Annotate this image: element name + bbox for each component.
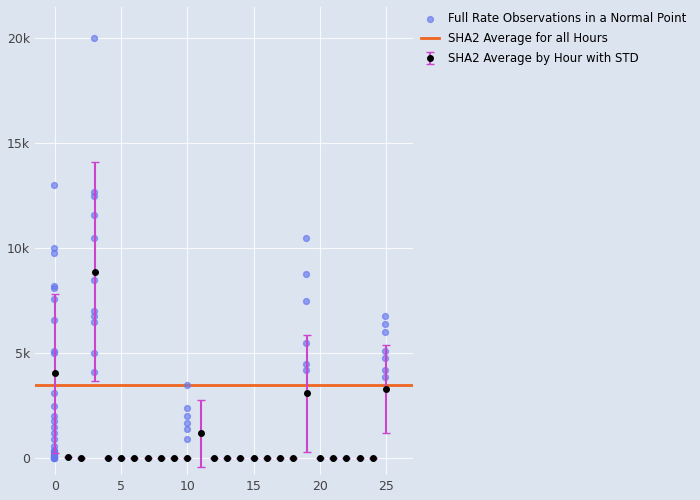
Full Rate Observations in a Normal Point: [48, 182, 60, 190]
SHA2 Average for all Hours: [64, 382, 72, 388]
Full Rate Observations in a Normal Point: [48, 244, 60, 252]
Full Rate Observations in a Normal Point: [380, 366, 391, 374]
Full Rate Observations in a Normal Point: [48, 284, 60, 292]
Full Rate Observations in a Normal Point: [48, 453, 60, 461]
Full Rate Observations in a Normal Point: [48, 316, 60, 324]
Full Rate Observations in a Normal Point: [88, 276, 99, 284]
Full Rate Observations in a Normal Point: [300, 270, 312, 278]
Full Rate Observations in a Normal Point: [48, 348, 60, 356]
Full Rate Observations in a Normal Point: [48, 248, 60, 256]
Full Rate Observations in a Normal Point: [300, 297, 312, 305]
Legend: Full Rate Observations in a Normal Point, SHA2 Average for all Hours, SHA2 Avera: Full Rate Observations in a Normal Point…: [416, 7, 692, 70]
Full Rate Observations in a Normal Point: [48, 423, 60, 431]
Full Rate Observations in a Normal Point: [88, 312, 99, 320]
Full Rate Observations in a Normal Point: [380, 328, 391, 336]
Full Rate Observations in a Normal Point: [88, 211, 99, 219]
Full Rate Observations in a Normal Point: [48, 442, 60, 450]
Full Rate Observations in a Normal Point: [48, 454, 60, 462]
Full Rate Observations in a Normal Point: [48, 452, 60, 460]
Full Rate Observations in a Normal Point: [48, 452, 60, 460]
Full Rate Observations in a Normal Point: [48, 436, 60, 444]
Full Rate Observations in a Normal Point: [48, 429, 60, 437]
Full Rate Observations in a Normal Point: [48, 449, 60, 457]
Full Rate Observations in a Normal Point: [88, 368, 99, 376]
Full Rate Observations in a Normal Point: [48, 450, 60, 458]
Full Rate Observations in a Normal Point: [48, 448, 60, 456]
Full Rate Observations in a Normal Point: [182, 412, 193, 420]
Full Rate Observations in a Normal Point: [48, 282, 60, 290]
Full Rate Observations in a Normal Point: [48, 446, 60, 454]
Full Rate Observations in a Normal Point: [88, 188, 99, 196]
Full Rate Observations in a Normal Point: [48, 454, 60, 462]
Full Rate Observations in a Normal Point: [182, 404, 193, 412]
Full Rate Observations in a Normal Point: [48, 295, 60, 303]
Full Rate Observations in a Normal Point: [48, 412, 60, 420]
Full Rate Observations in a Normal Point: [48, 402, 60, 410]
Full Rate Observations in a Normal Point: [380, 354, 391, 362]
Full Rate Observations in a Normal Point: [48, 390, 60, 398]
Full Rate Observations in a Normal Point: [88, 318, 99, 326]
Full Rate Observations in a Normal Point: [48, 416, 60, 424]
Full Rate Observations in a Normal Point: [88, 308, 99, 316]
Full Rate Observations in a Normal Point: [300, 366, 312, 374]
Full Rate Observations in a Normal Point: [300, 234, 312, 242]
Full Rate Observations in a Normal Point: [380, 372, 391, 380]
Full Rate Observations in a Normal Point: [182, 436, 193, 444]
Full Rate Observations in a Normal Point: [300, 360, 312, 368]
SHA2 Average for all Hours: [50, 382, 59, 388]
Full Rate Observations in a Normal Point: [88, 350, 99, 358]
Full Rate Observations in a Normal Point: [88, 192, 99, 200]
Full Rate Observations in a Normal Point: [48, 350, 60, 358]
Full Rate Observations in a Normal Point: [182, 381, 193, 389]
Full Rate Observations in a Normal Point: [380, 348, 391, 356]
Full Rate Observations in a Normal Point: [380, 320, 391, 328]
Full Rate Observations in a Normal Point: [48, 451, 60, 459]
Full Rate Observations in a Normal Point: [48, 454, 60, 462]
Full Rate Observations in a Normal Point: [88, 34, 99, 42]
Full Rate Observations in a Normal Point: [182, 418, 193, 426]
Full Rate Observations in a Normal Point: [48, 447, 60, 455]
Full Rate Observations in a Normal Point: [300, 339, 312, 347]
Full Rate Observations in a Normal Point: [48, 454, 60, 462]
Full Rate Observations in a Normal Point: [88, 234, 99, 242]
Full Rate Observations in a Normal Point: [380, 312, 391, 320]
Full Rate Observations in a Normal Point: [182, 425, 193, 433]
